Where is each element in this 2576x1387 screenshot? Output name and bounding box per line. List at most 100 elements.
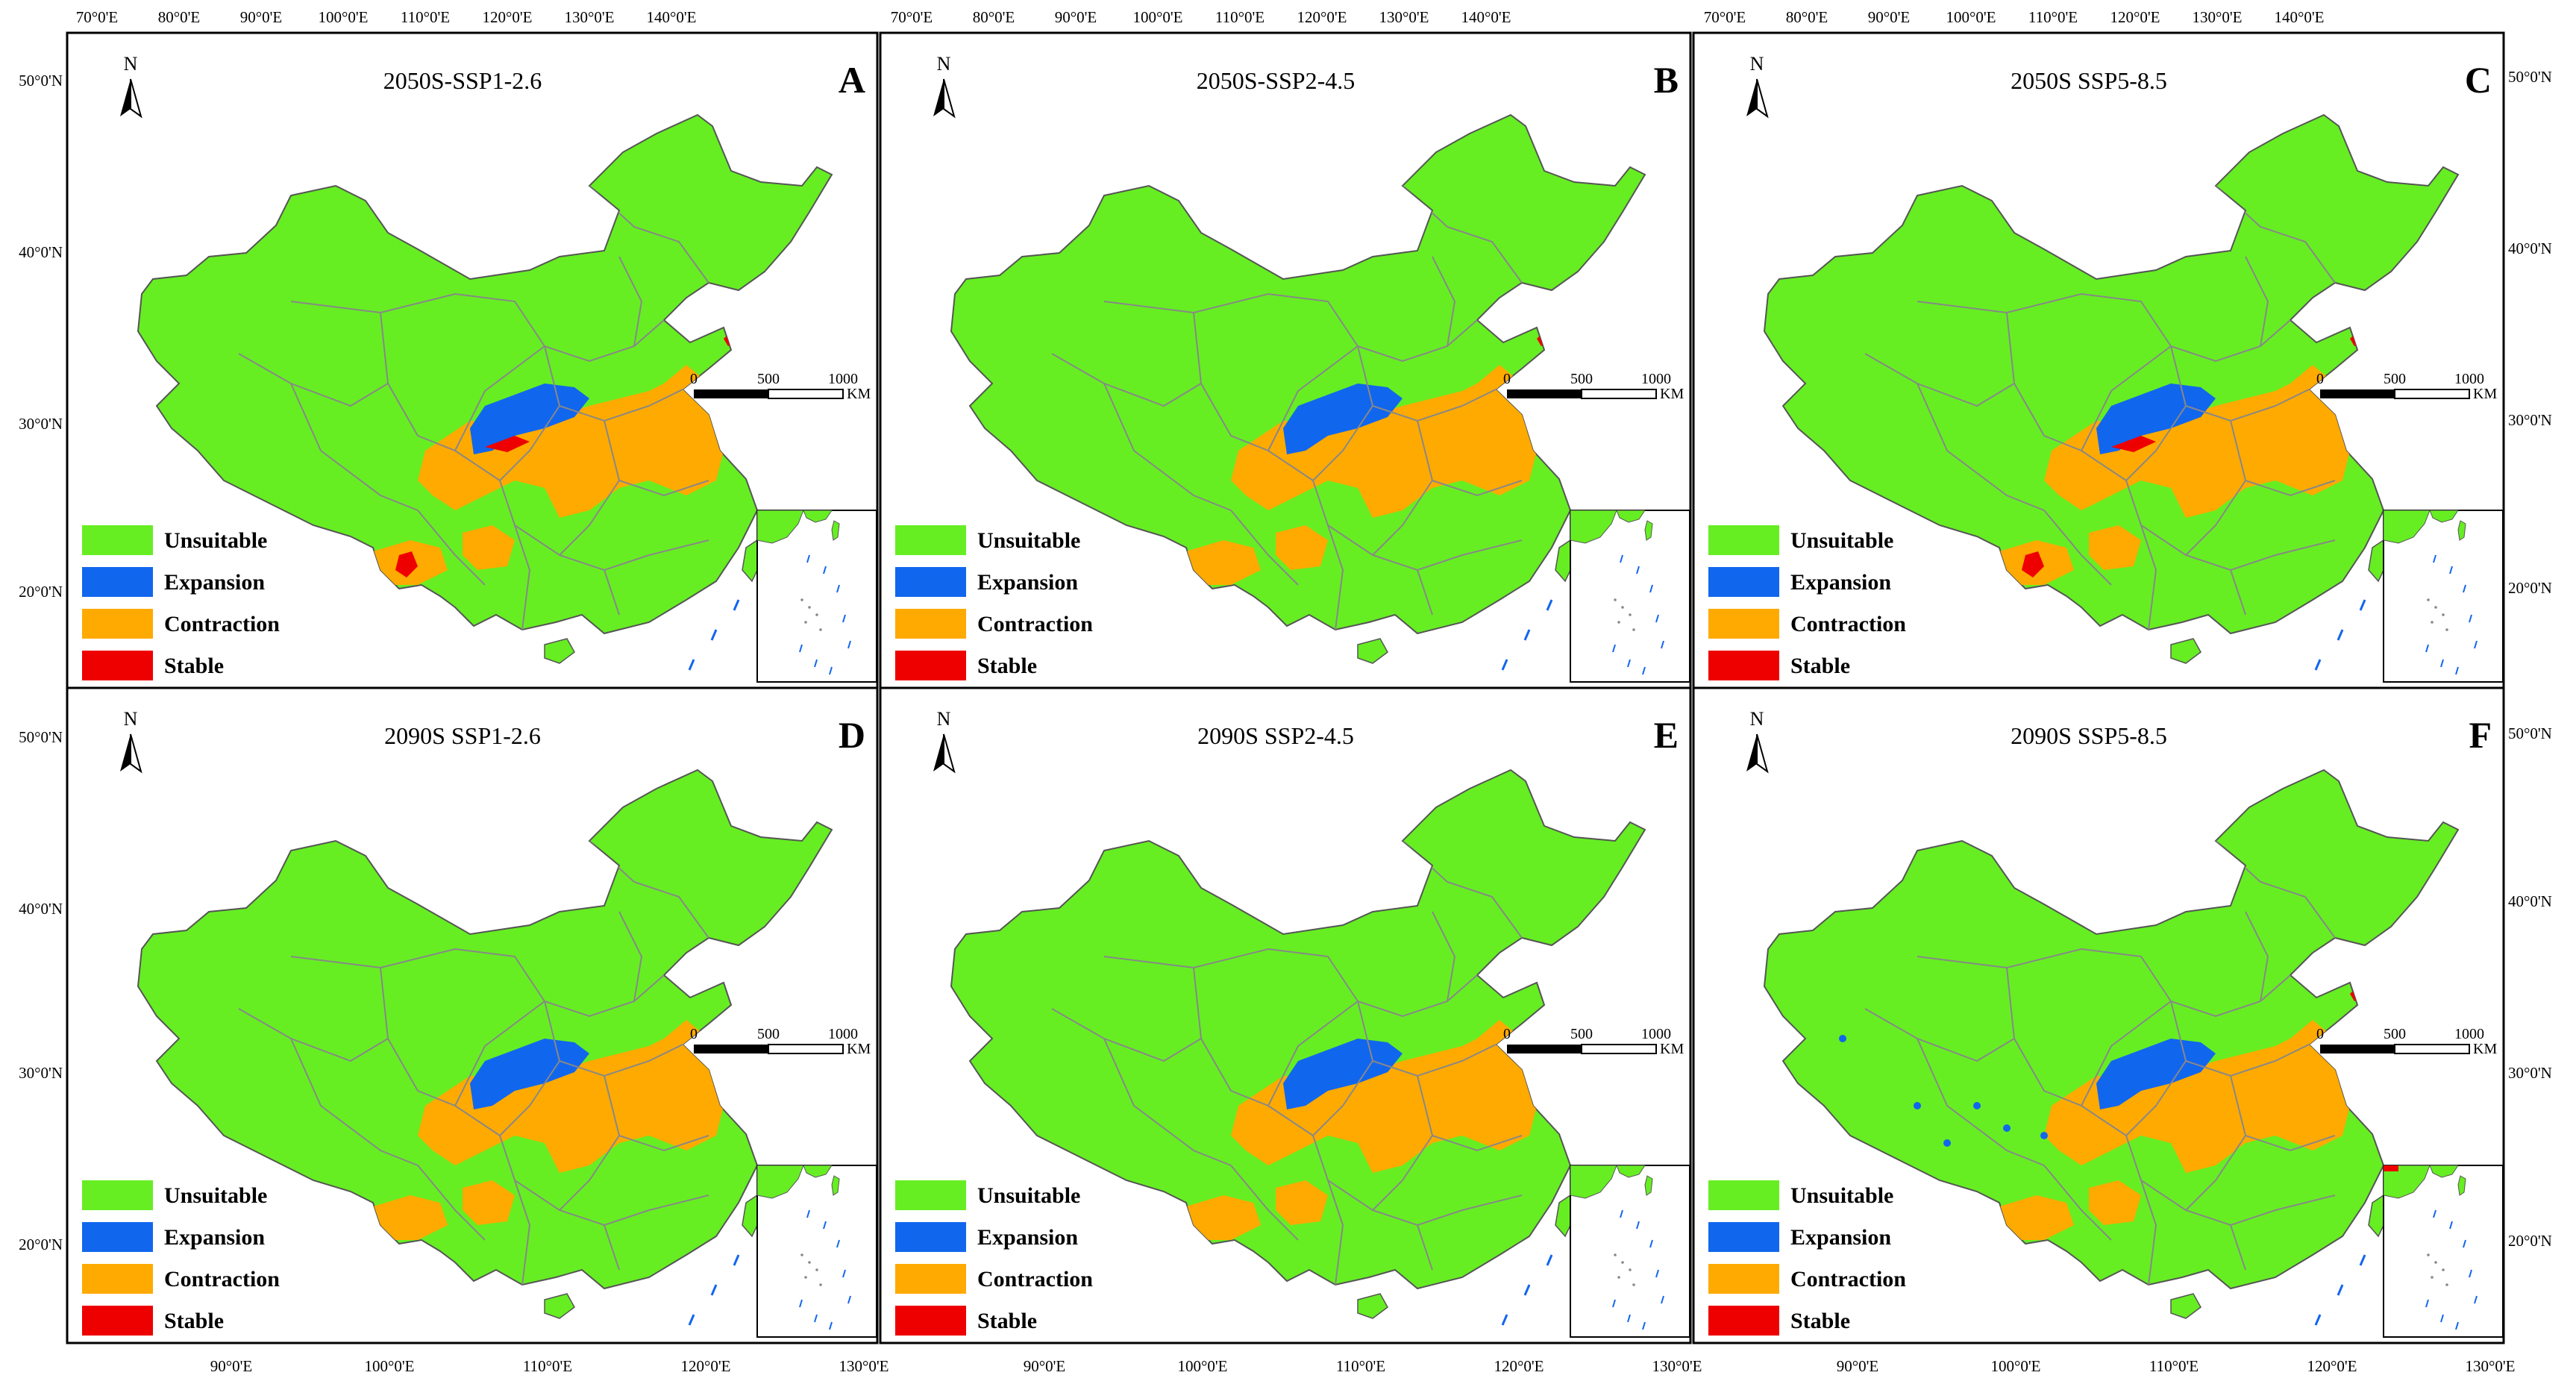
contraction-region	[1276, 525, 1328, 570]
contraction-region	[2044, 372, 2350, 518]
expansion-region	[1943, 1139, 1951, 1147]
north-arrow-icon: N	[933, 708, 956, 774]
legend-label-stable: Stable	[1790, 654, 1850, 678]
legend-swatch-unsuitable	[82, 525, 153, 555]
sea-boundary-dash	[1501, 659, 1508, 671]
scale-tick-label: 0	[2316, 371, 2324, 387]
sea-boundary-dash	[688, 1314, 695, 1326]
scale-tick-label: 0	[690, 1026, 698, 1042]
expansion-region	[470, 383, 589, 454]
sea-boundary-dash	[733, 599, 740, 611]
legend-swatch-expansion	[895, 567, 966, 597]
legend-swatch-stable	[82, 1306, 153, 1336]
legend-label-expansion: Expansion	[164, 570, 265, 595]
north-label: N	[937, 53, 951, 75]
left-axis-label: 50°0'N	[19, 728, 63, 746]
top-axis-label: 90°0'E	[1055, 8, 1097, 26]
right-axis-label: 20°0'N	[2508, 579, 2552, 597]
top-axis-label: 140°0'E	[2274, 8, 2324, 26]
left-axis-label: 20°0'N	[19, 1236, 63, 1253]
legend-label-expansion: Expansion	[977, 1225, 1078, 1250]
scale-unit: KM	[847, 1041, 871, 1057]
left-axis-label: 30°0'N	[19, 1064, 63, 1082]
legend: Unsuitable Expansion Contraction Stable	[1708, 525, 1906, 680]
stable-region	[395, 551, 418, 577]
scale-tick-label: 0	[690, 371, 698, 387]
bottom-axis-label: 90°0'E	[1837, 1357, 1879, 1375]
hainan-island	[1357, 1293, 1388, 1319]
legend-swatch-contraction	[82, 609, 153, 639]
contraction-region	[418, 372, 724, 518]
legend-swatch-expansion	[895, 1222, 966, 1252]
scale-tick-label: 500	[757, 371, 780, 387]
contraction-region	[1179, 540, 1261, 585]
north-label: N	[124, 53, 138, 75]
legend-swatch-expansion	[82, 1222, 153, 1252]
legend-label-stable: Stable	[164, 654, 224, 678]
contraction-region	[1992, 1195, 2074, 1240]
bottom-longitude-axis: 90°0'E 90°0'E 90°0'E 100°0'E 100°0'E 100°0'E 1…	[210, 1357, 2516, 1375]
contraction-region	[2089, 1180, 2141, 1225]
sea-boundary-dash	[2337, 629, 2344, 641]
panel-letter: A	[839, 59, 865, 101]
scale-tick-label: 0	[1503, 371, 1511, 387]
legend-label-contraction: Contraction	[1790, 612, 1906, 636]
legend-swatch-contraction	[895, 1264, 966, 1294]
scale-tick-label: 500	[1570, 1026, 1593, 1042]
bottom-axis-label: 110°0'E	[1336, 1357, 1385, 1375]
scale-tick-label: 1000	[2454, 371, 2484, 387]
expansion-region	[1283, 1039, 1403, 1109]
north-label: N	[124, 708, 138, 730]
right-axis-label: 40°0'N	[2508, 239, 2552, 257]
scale-tick-label: 500	[2384, 1026, 2406, 1042]
top-axis-label: 90°0'E	[1868, 8, 1911, 26]
scale-tick-label: 500	[2384, 371, 2406, 387]
north-arrow-icon: N	[120, 708, 142, 774]
sea-boundary-dash	[710, 629, 718, 641]
south-china-sea-inset	[2383, 1165, 2504, 1338]
top-longitude-axis: 70°0'E 70°0'E 70°0'E 80°0'E 80°0'E 80°0'E 90°0…	[76, 8, 2325, 26]
bottom-axis-label: 100°0'E	[1990, 1357, 2040, 1375]
scale-tick-label: 0	[1503, 1026, 1511, 1042]
expansion-region	[1914, 1102, 1921, 1109]
hainan-island	[2170, 638, 2201, 664]
sea-boundary-dash	[710, 1284, 718, 1296]
panel-title: 2050S-SSP2-4.5	[1197, 67, 1356, 94]
expansion-region	[2096, 383, 2216, 454]
left-latitude-axis: 50°0'N 40°0'N 30°0'N 20°0'N 50°0'N 40°0'N 30°0…	[19, 72, 63, 1253]
contraction-region	[418, 1027, 724, 1173]
hainan-island	[544, 638, 575, 664]
stable-region	[2111, 436, 2156, 452]
legend-label-contraction: Contraction	[164, 612, 280, 636]
bottom-axis-label: 100°0'E	[364, 1357, 414, 1375]
top-axis-label: 130°0'E	[564, 8, 614, 26]
sea-boundary-dash	[2359, 599, 2366, 611]
legend-label-expansion: Expansion	[164, 1225, 265, 1250]
bottom-axis-label: 100°0'E	[1177, 1357, 1227, 1375]
legend-swatch-stable	[1708, 651, 1779, 680]
scale-unit: KM	[1660, 1041, 1684, 1057]
contraction-region	[366, 1195, 448, 1240]
top-axis-label: 70°0'E	[76, 8, 119, 26]
left-axis-label: 50°0'N	[19, 72, 63, 90]
legend-swatch-unsuitable	[82, 1180, 153, 1210]
legend-label-unsuitable: Unsuitable	[977, 1183, 1080, 1208]
top-axis-label: 90°0'E	[240, 8, 283, 26]
legend-swatch-unsuitable	[895, 525, 966, 555]
legend-label-unsuitable: Unsuitable	[164, 1183, 267, 1208]
expansion-region	[470, 1039, 589, 1109]
south-china-sea-inset	[1570, 510, 1690, 683]
north-arrow-icon: N	[1746, 53, 1769, 119]
north-label: N	[1750, 708, 1764, 730]
legend-label-stable: Stable	[1790, 1309, 1850, 1333]
legend-swatch-stable	[1708, 1306, 1779, 1336]
legend-label-contraction: Contraction	[977, 612, 1093, 636]
legend-label-contraction: Contraction	[164, 1267, 280, 1291]
sea-boundary-dash	[1523, 629, 1531, 641]
